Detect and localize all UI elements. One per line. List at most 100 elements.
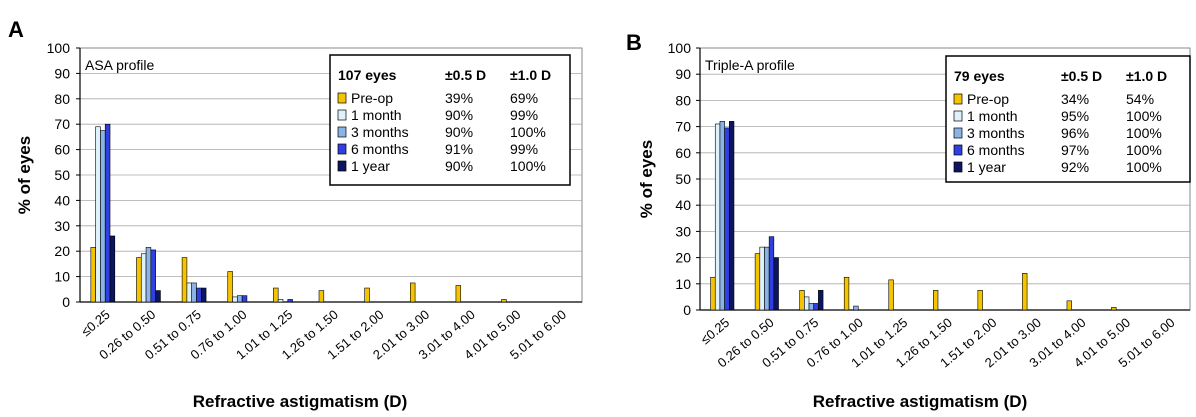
y-tick-label: 50 bbox=[54, 167, 70, 183]
x-axis-label: Refractive astigmatism (D) bbox=[193, 392, 407, 411]
legend-value-0-5: 90% bbox=[445, 158, 473, 174]
legend-box bbox=[945, 55, 1191, 183]
bar-three-months bbox=[764, 246, 770, 311]
bar-pre-op bbox=[273, 287, 279, 303]
legend-label: 1 month bbox=[967, 108, 1018, 124]
bar-pre-op bbox=[977, 290, 983, 311]
legend-header-1-0: ±1.0 D bbox=[510, 67, 551, 83]
legend-swatch bbox=[337, 109, 347, 121]
y-tick-label: 10 bbox=[54, 269, 70, 285]
bar-one-month bbox=[95, 126, 101, 303]
legend-swatch bbox=[953, 93, 963, 105]
bar-pre-op bbox=[1022, 273, 1028, 311]
legend-value-0-5: 96% bbox=[1061, 125, 1089, 141]
bar-pre-op bbox=[933, 290, 939, 311]
y-tick-label: 60 bbox=[54, 142, 70, 158]
bar-six-months bbox=[196, 287, 202, 303]
bar-three-months bbox=[237, 295, 243, 303]
bar-one-month bbox=[232, 296, 238, 303]
legend-value-1-0: 69% bbox=[510, 90, 538, 106]
bar-three-months bbox=[100, 130, 106, 303]
legend-label: 3 months bbox=[351, 124, 409, 140]
bar-three-months bbox=[719, 121, 725, 311]
legend-value-1-0: 100% bbox=[510, 158, 546, 174]
legend-value-1-0: 100% bbox=[1126, 159, 1162, 175]
y-tick-label: 70 bbox=[675, 119, 691, 135]
bar-six-months bbox=[768, 236, 775, 311]
legend-value-1-0: 100% bbox=[1126, 108, 1162, 124]
legend-header-eyes: 107 eyes bbox=[338, 67, 397, 83]
y-axis-label: % of eyes bbox=[637, 140, 656, 218]
bar-pre-op bbox=[136, 257, 142, 303]
y-tick-label: 70 bbox=[54, 116, 70, 132]
legend-label: 6 months bbox=[351, 141, 409, 157]
bar-pre-op bbox=[888, 279, 894, 311]
bar-one-year bbox=[200, 287, 207, 303]
legend-label: 1 year bbox=[967, 159, 1006, 175]
legend-label: Pre-op bbox=[351, 90, 393, 106]
bar-pre-op bbox=[710, 276, 716, 311]
bar-six-months bbox=[724, 127, 730, 311]
legend-value-1-0: 54% bbox=[1126, 91, 1154, 107]
legend-value-0-5: 91% bbox=[445, 141, 473, 157]
y-tick-label: 0 bbox=[62, 294, 70, 310]
bar-pre-op bbox=[364, 287, 370, 303]
panel-letter: A bbox=[8, 17, 24, 42]
x-axis-label: Refractive astigmatism (D) bbox=[813, 392, 1027, 411]
bar-one-month bbox=[759, 246, 765, 311]
y-axis-label: % of eyes bbox=[15, 136, 34, 214]
y-tick-label: 40 bbox=[675, 197, 691, 213]
legend-label: 6 months bbox=[967, 142, 1025, 158]
bar-three-months bbox=[191, 282, 197, 303]
y-tick-label: 20 bbox=[54, 243, 70, 259]
bar-six-months bbox=[150, 249, 156, 303]
y-tick-label: 100 bbox=[668, 40, 692, 56]
legend-label: 1 month bbox=[351, 107, 402, 123]
legend: 107 eyes ±0.5 D ±1.0 D Pre-op 39% 69% 1 month 9… bbox=[329, 54, 571, 186]
bar-pre-op bbox=[318, 290, 325, 303]
legend-value-0-5: 97% bbox=[1061, 142, 1089, 158]
legend-label: 3 months bbox=[967, 125, 1025, 141]
legend-label: 1 year bbox=[351, 158, 390, 174]
legend-value-0-5: 34% bbox=[1061, 91, 1089, 107]
legend-value-1-0: 99% bbox=[510, 141, 538, 157]
bar-one-year bbox=[109, 235, 116, 303]
y-tick-label: 90 bbox=[54, 65, 70, 81]
y-tick-label: 20 bbox=[675, 250, 691, 266]
legend-swatch bbox=[337, 92, 347, 104]
bar-one-month bbox=[277, 299, 284, 303]
bar-one-year bbox=[773, 257, 779, 311]
legend-swatch bbox=[953, 161, 963, 173]
legend-header-eyes: 79 eyes bbox=[954, 68, 1005, 84]
bar-one-month bbox=[140, 253, 147, 303]
bar-three-months bbox=[853, 305, 859, 311]
bar-pre-op bbox=[227, 271, 233, 303]
bar-pre-op bbox=[1066, 300, 1072, 311]
legend-swatch bbox=[337, 126, 347, 138]
legend-swatch bbox=[953, 127, 963, 139]
legend-header-0-5: ±0.5 D bbox=[445, 67, 486, 83]
legend-value-0-5: 39% bbox=[445, 90, 473, 106]
legend-header-0-5: ±0.5 D bbox=[1061, 68, 1102, 84]
profile-label: ASA profile bbox=[85, 57, 154, 73]
bar-six-months bbox=[287, 299, 293, 303]
y-tick-label: 100 bbox=[47, 40, 71, 56]
bar-one-month bbox=[714, 123, 721, 311]
y-tick-label: 60 bbox=[675, 145, 691, 161]
legend-swatch bbox=[337, 143, 347, 155]
bar-pre-op bbox=[843, 276, 850, 311]
bar-six-months bbox=[241, 295, 248, 303]
bar-three-months bbox=[145, 247, 152, 303]
legend-value-1-0: 99% bbox=[510, 107, 538, 123]
bar-six-months bbox=[813, 303, 819, 311]
x-tick-label: ≤0.25 bbox=[78, 307, 112, 339]
legend-value-1-0: 100% bbox=[1126, 142, 1162, 158]
bar-pre-op bbox=[1111, 307, 1117, 311]
y-tick-label: 80 bbox=[54, 91, 70, 107]
bar-pre-op bbox=[754, 253, 761, 311]
legend-value-1-0: 100% bbox=[1126, 125, 1162, 141]
legend-label: Pre-op bbox=[967, 91, 1009, 107]
profile-label: Triple-A profile bbox=[705, 57, 795, 73]
legend-swatch bbox=[337, 160, 347, 172]
